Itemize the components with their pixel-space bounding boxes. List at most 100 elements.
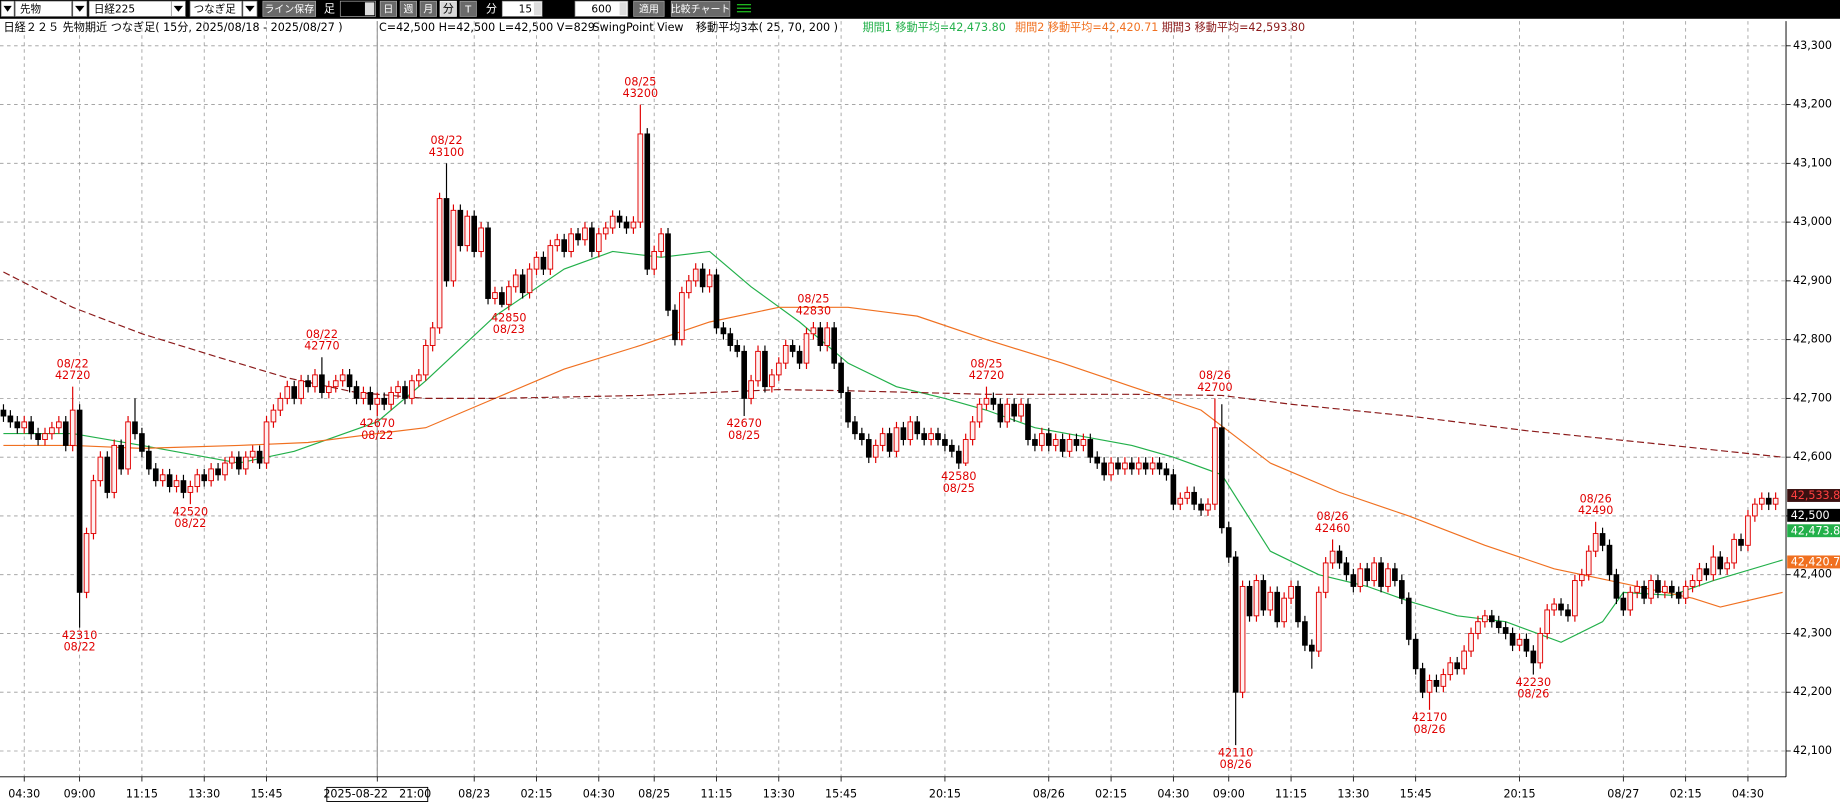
candle-body — [886, 433, 893, 452]
swing-value: 42700 — [1197, 381, 1232, 394]
candle-body — [1309, 644, 1315, 652]
candle-body — [1592, 533, 1599, 552]
candle-body — [1668, 585, 1675, 593]
candle-body — [907, 421, 914, 440]
candle-body — [132, 421, 138, 435]
candle-body — [796, 350, 803, 364]
candle-body — [665, 233, 671, 311]
mode-select[interactable]: つなぎ足 — [189, 0, 258, 17]
candle-body — [630, 221, 637, 229]
candle-body — [346, 374, 353, 388]
candle-body — [1225, 527, 1232, 558]
y-tick-label: 43,200 — [1793, 98, 1832, 111]
week-button[interactable]: 週 — [399, 0, 417, 17]
candle-body — [443, 198, 450, 282]
y-tick-label: 42,200 — [1793, 685, 1832, 698]
candle-body — [1205, 503, 1211, 511]
candle-body — [859, 433, 865, 440]
swing-date: 08/22 — [430, 134, 462, 147]
candle-body — [1724, 562, 1730, 570]
menu-icon[interactable] — [736, 4, 752, 13]
candle-body — [478, 227, 484, 252]
swing-date: 08/22 — [57, 357, 89, 370]
x-tick-label: 08/23 — [458, 787, 490, 800]
candle-body — [526, 268, 533, 294]
candle-body — [1461, 650, 1467, 670]
candle-body — [381, 397, 388, 405]
count-input[interactable]: 600 — [574, 0, 629, 17]
candle-body — [471, 215, 478, 252]
candle-body — [1634, 585, 1641, 593]
candle-body — [1322, 562, 1329, 593]
candle-body — [1412, 638, 1419, 670]
candle-body — [1246, 585, 1253, 617]
compare-button[interactable]: 比較チャート — [671, 0, 731, 17]
legend-entry: 期間1 移動平均=42,473.80 — [862, 20, 1005, 34]
swing-value: 42720 — [55, 369, 90, 382]
candle-body — [789, 345, 796, 352]
interval-input[interactable]: 15 — [501, 0, 543, 17]
x-tick-label: 04:30 — [1157, 787, 1189, 800]
x-tick-label: 11:15 — [126, 787, 158, 800]
swing-value: 42670 — [726, 417, 761, 430]
candle-body — [637, 133, 644, 223]
candle-body — [1696, 568, 1703, 582]
candle-body — [672, 309, 678, 341]
swing-date: 08/25 — [943, 482, 975, 495]
candle-body — [1267, 591, 1274, 611]
y-tick-label: 42,700 — [1793, 391, 1832, 404]
symbol-select[interactable]: 日経225 — [88, 0, 186, 17]
candle-body — [1551, 603, 1557, 611]
candle-body — [1212, 427, 1218, 505]
candle-body — [35, 433, 41, 440]
ma-line — [3, 306, 1783, 608]
candle-body — [1004, 403, 1011, 423]
candle-body — [741, 350, 747, 399]
candle-body — [505, 286, 512, 305]
candle-body — [1509, 632, 1516, 646]
candle-body — [1032, 439, 1038, 446]
candle-body — [782, 345, 789, 364]
save-button[interactable]: ライン保存 — [262, 0, 317, 17]
candle-body — [1738, 538, 1744, 546]
candle-body — [402, 386, 408, 399]
apply-button[interactable]: 適用 — [633, 0, 665, 17]
candle-body — [367, 392, 374, 405]
x-tick-label: 09:00 — [64, 787, 96, 800]
candle-body — [1544, 609, 1551, 634]
y-tick-label: 42,600 — [1793, 450, 1832, 463]
candle-body — [1585, 550, 1592, 576]
candle-body — [1274, 591, 1281, 623]
price-tag-label: 42,500 — [1791, 509, 1830, 522]
candle-body — [1253, 580, 1260, 617]
y-tick-label: 42,900 — [1793, 274, 1832, 287]
month-button[interactable]: 月 — [419, 0, 437, 17]
x-tick-label: 02:15 — [520, 787, 552, 800]
candle-body — [713, 274, 720, 329]
day-button[interactable]: 日 — [379, 0, 397, 17]
x-tick-label: 08/26 — [1033, 787, 1065, 800]
candle-body — [1565, 609, 1571, 617]
candle-body — [236, 456, 242, 470]
candle-body — [1219, 427, 1225, 529]
candle-body — [1198, 503, 1204, 511]
candle-body — [0, 409, 7, 417]
candle-body — [1627, 591, 1634, 611]
candle-body — [21, 421, 28, 429]
market-select[interactable]: 先物 — [0, 0, 88, 17]
candle-body — [900, 427, 907, 440]
candle-body — [353, 386, 360, 399]
ma-label: 移動平均3本( 25, 70, 200 ) — [696, 20, 838, 34]
x-tick-label: 13:30 — [1337, 787, 1369, 800]
tick-button[interactable]: T — [459, 0, 477, 17]
candle-body — [422, 345, 429, 376]
swing-date: 08/25 — [970, 357, 1002, 370]
candle-body — [1087, 439, 1094, 458]
candle-body — [1135, 462, 1142, 470]
spinner[interactable] — [364, 2, 375, 16]
candle-body — [1066, 439, 1073, 452]
candle-body — [28, 421, 34, 435]
minute-button[interactable]: 分 — [439, 0, 457, 17]
candle-body — [166, 474, 173, 488]
market: 先物 — [20, 2, 42, 15]
